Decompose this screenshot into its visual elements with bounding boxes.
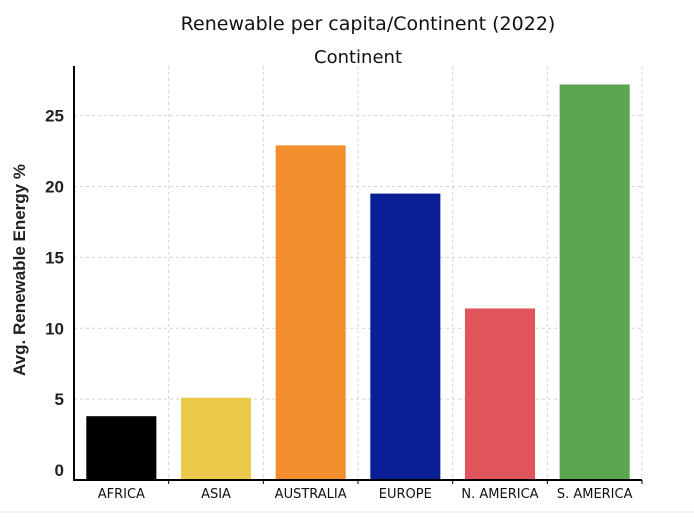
bar-layer	[86, 84, 630, 481]
x-tick-label: ASIA	[201, 487, 231, 502]
bar-asia	[180, 397, 252, 480]
x-tick-label: S. AMERICA	[557, 487, 633, 502]
bar-africa	[86, 416, 157, 480]
y-tick-label: 25	[45, 107, 64, 126]
bar-australia	[275, 145, 346, 480]
y-tick-label: 15	[45, 248, 64, 267]
y-tick-label: 20	[45, 178, 64, 197]
grid-layer	[74, 66, 643, 480]
y-tick-label: 0	[55, 461, 64, 480]
x-tick-label: N. AMERICA	[461, 487, 538, 502]
chart-subtitle: Continent	[314, 47, 402, 68]
axis-layer: 0 5 10 15 20 25 AFRICA ASIA AUSTRALIA EUROPE N. AM…	[45, 66, 643, 502]
chart-title: Renewable per capita/Continent (2022)	[181, 13, 556, 35]
y-axis-label: Avg. Renewable Energy %	[10, 164, 29, 376]
x-tick-label: AUSTRALIA	[275, 487, 347, 502]
bar-n-america	[464, 308, 536, 480]
bar-s-america	[559, 84, 630, 480]
y-tick-label: 10	[45, 319, 64, 338]
bar-europe	[370, 193, 441, 481]
y-tick-label: 5	[55, 390, 64, 409]
x-tick-label: EUROPE	[379, 487, 432, 502]
x-tick-label: AFRICA	[98, 487, 145, 502]
